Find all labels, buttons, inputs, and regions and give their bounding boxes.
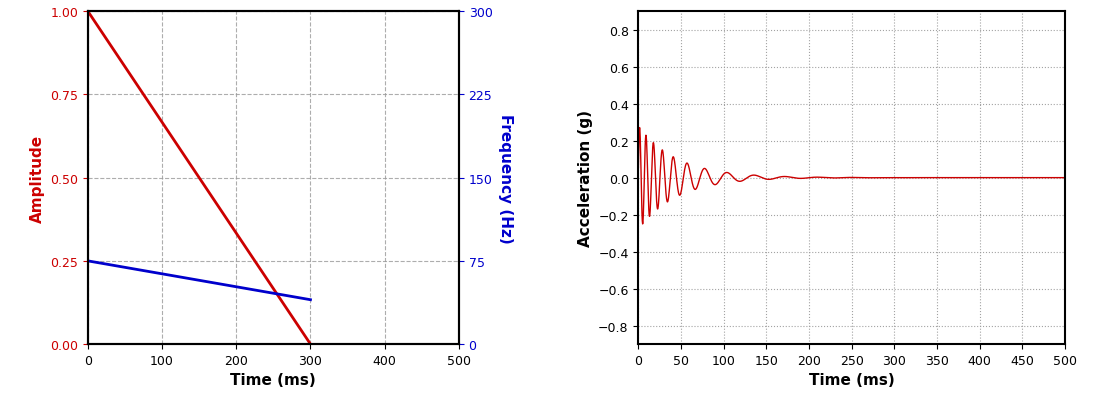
Y-axis label: Acceleration (g): Acceleration (g) [578, 110, 593, 247]
Y-axis label: Amplitude: Amplitude [30, 134, 45, 222]
X-axis label: Time (ms): Time (ms) [231, 373, 316, 388]
X-axis label: Time (ms): Time (ms) [809, 373, 895, 388]
Y-axis label: Frequency (Hz): Frequency (Hz) [498, 113, 513, 243]
